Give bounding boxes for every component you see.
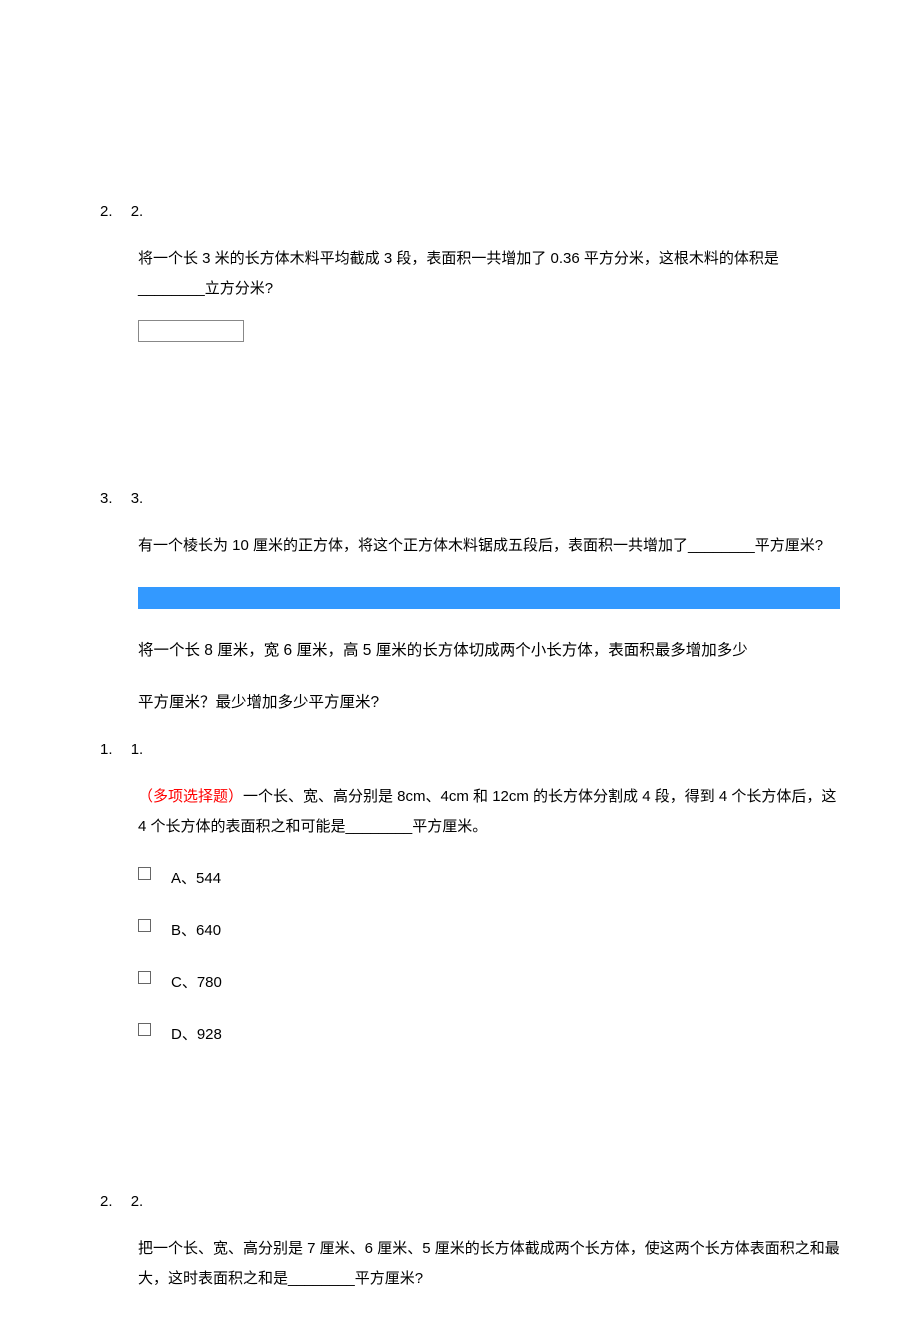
checkbox-icon[interactable] [138,971,151,984]
highlighted-line-2: 平方厘米？最少增加多少平方厘米? [138,677,840,730]
question-content: 把一个长、宽、高分别是 7 厘米、6 厘米、5 厘米的长方体截成两个长方体，使这… [138,1234,840,1294]
answer-input[interactable] [138,320,244,342]
question-2-top: 2. 2. 将一个长 3 米的长方体木料平均截成 3 段，表面积一共增加了 0.… [100,200,840,347]
question-3: 3. 3. 有一个棱长为 10 厘米的正方体，将这个正方体木料锯成五段后，表面积… [100,487,840,561]
question-text: 一个长、宽、高分别是 8cm、4cm 和 12cm 的长方体分割成 4 段，得到… [138,788,836,835]
checkbox-icon[interactable] [138,1023,151,1036]
option-d-row[interactable]: D、928 [138,1020,840,1050]
checkbox-icon[interactable] [138,919,151,932]
question-content: （多项选择题）一个长、宽、高分别是 8cm、4cm 和 12cm 的长方体分割成… [138,782,840,1050]
question-label: 1. [131,741,144,758]
question-number: 3. [100,487,113,511]
option-c-row[interactable]: C、780 [138,968,840,998]
checkbox-icon[interactable] [138,867,151,880]
option-a-text: A、544 [171,864,221,894]
option-a-row[interactable]: A、544 [138,864,840,894]
option-c-text: C、780 [171,968,222,998]
question-text: 将一个长 3 米的长方体木料平均截成 3 段，表面积一共增加了 0.36 平方分… [138,250,779,297]
question-number: 2. [100,1190,113,1214]
option-b-text: B、640 [171,916,221,946]
highlighted-question: 将一个长 8 厘米，宽 6 厘米，高 5 厘米的长方体切成两个小长方体，表面积最… [138,625,840,730]
question-label: 2. [131,1193,144,1210]
question-number: 1. [100,738,113,762]
highlighted-line-1: 将一个长 8 厘米，宽 6 厘米，高 5 厘米的长方体切成两个小长方体，表面积最… [138,625,840,678]
option-d-text: D、928 [171,1020,222,1050]
question-type-label: （多项选择题） [138,788,243,805]
option-b-row[interactable]: B、640 [138,916,840,946]
question-text: 有一个棱长为 10 厘米的正方体，将这个正方体木料锯成五段后，表面积一共增加了_… [138,537,823,554]
question-label: 3. [131,490,144,507]
question-label: 2. [131,203,144,220]
question-text: 把一个长、宽、高分别是 7 厘米、6 厘米、5 厘米的长方体截成两个长方体，使这… [138,1240,840,1287]
question-content: 有一个棱长为 10 厘米的正方体，将这个正方体木料锯成五段后，表面积一共增加了_… [138,531,840,561]
question-content: 将一个长 3 米的长方体木料平均截成 3 段，表面积一共增加了 0.36 平方分… [138,244,840,347]
question-1-multi: 1. 1. （多项选择题）一个长、宽、高分别是 8cm、4cm 和 12cm 的… [100,738,840,1050]
question-number: 2. [100,200,113,224]
highlight-bar [138,587,840,609]
question-2-bottom: 2. 2. 把一个长、宽、高分别是 7 厘米、6 厘米、5 厘米的长方体截成两个… [100,1190,840,1294]
